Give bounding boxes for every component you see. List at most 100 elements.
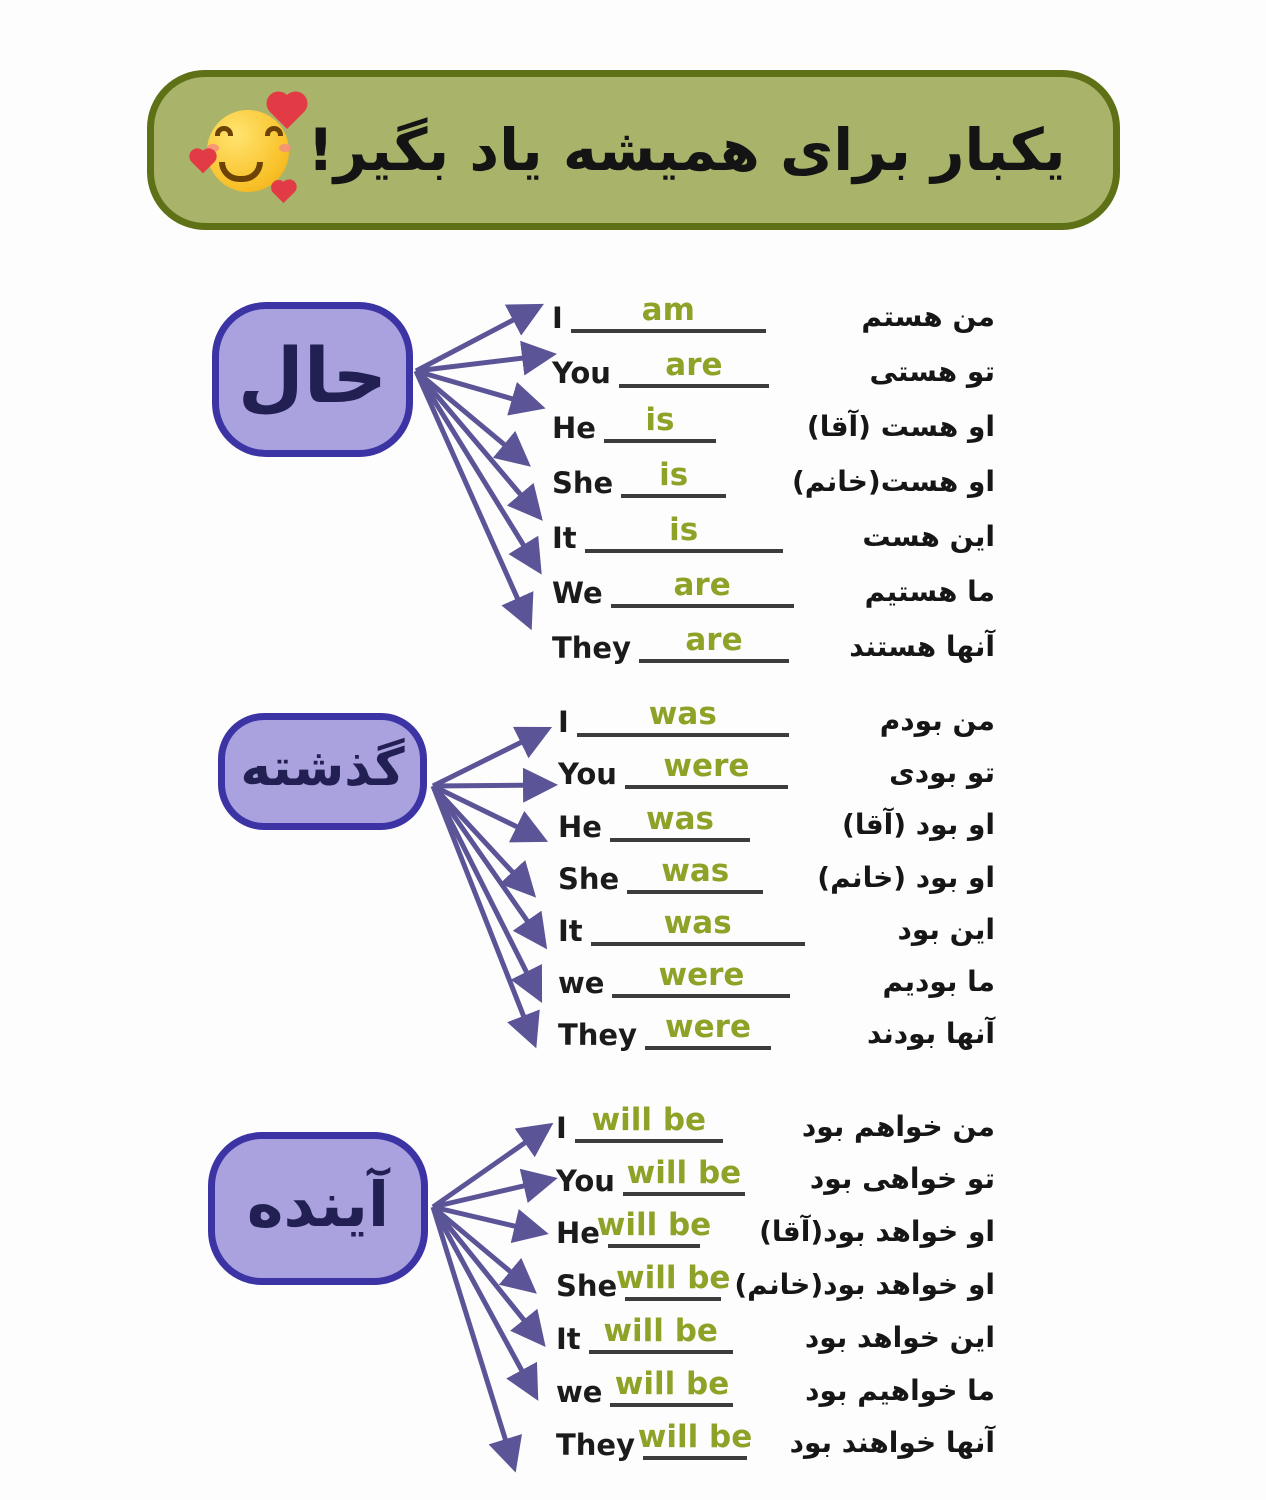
answer-blank: were xyxy=(624,751,788,790)
connector-arrow xyxy=(430,1205,539,1401)
connector-arrow xyxy=(430,784,543,1004)
verb-answer: will be xyxy=(637,1418,753,1455)
conjugation-row: He is او هست (آقا) xyxy=(552,398,995,453)
emoji-eye xyxy=(215,126,234,136)
connector-arrow xyxy=(432,1204,549,1244)
pronoun-label: It xyxy=(552,521,577,555)
persian-translation: این هست xyxy=(862,519,995,553)
conjugation-row: we were ما بودیم xyxy=(558,956,995,1008)
title-banner: یکبار برای همیشه یاد بگیر! xyxy=(147,70,1120,230)
connector-arrow xyxy=(414,369,531,467)
persian-translation: او خواهد بود(آقا) xyxy=(759,1215,995,1249)
answer-blank: were xyxy=(645,1009,771,1051)
verb-answer: will be xyxy=(626,1154,742,1191)
persian-translation: ما خواهیم بود xyxy=(805,1373,995,1407)
persian-translation: او خواهد بود(خانم) xyxy=(734,1268,995,1301)
answer-blank: was xyxy=(576,696,789,738)
persian-translation: تو بودی xyxy=(889,756,995,790)
persian-translation: آنها هستند xyxy=(849,629,995,663)
pronoun-label: You xyxy=(556,1163,615,1198)
connector-arrow xyxy=(413,369,542,575)
pronoun-label: She xyxy=(556,1269,618,1304)
pronoun-label: She xyxy=(552,466,614,500)
tense-box-past: گذشته xyxy=(218,713,427,830)
pronoun-label: we xyxy=(556,1374,603,1409)
verb-answer: was xyxy=(663,904,732,941)
conjugation-row: we will be ما خواهیم بود xyxy=(556,1364,995,1417)
connector-arrow xyxy=(432,1168,558,1210)
connector-arrow xyxy=(413,369,534,631)
persian-translation: من خواهم بود xyxy=(801,1109,995,1143)
answer-blank: will be xyxy=(616,1263,730,1302)
conjugation-row: She was او بود (خانم) xyxy=(558,852,995,904)
answer-blank: are xyxy=(639,625,789,663)
persian-translation: این بود xyxy=(897,912,996,946)
pronoun-label: He xyxy=(558,809,602,844)
answer-blank: is xyxy=(584,515,783,553)
verb-answer: was xyxy=(645,800,714,837)
conjugation-row: It is این هست xyxy=(552,508,995,563)
answer-blank: will be xyxy=(610,1368,734,1407)
verb-answer: are xyxy=(685,622,743,658)
tense-box-present: حال xyxy=(212,302,413,457)
pronoun-label: we xyxy=(558,966,605,1001)
verb-answer: will be xyxy=(596,1207,712,1244)
connector-arrow xyxy=(431,726,553,789)
pronoun-label: You xyxy=(558,757,617,792)
conjugation-row: You are تو هستی xyxy=(552,343,995,398)
persian-translation: آنها خواهند بود xyxy=(789,1426,995,1460)
persian-translation: او بود (آقا) xyxy=(842,808,995,842)
persian-translation: آنها بودند xyxy=(867,1017,995,1051)
emoji-cheek xyxy=(207,144,220,152)
connector-arrow xyxy=(415,368,546,416)
verb-answer: were xyxy=(658,957,745,994)
answer-blank: are xyxy=(618,350,769,388)
connector-arrow xyxy=(414,303,544,374)
verb-answer: was xyxy=(661,852,730,889)
verb-answer: will be xyxy=(615,1260,731,1297)
connector-arrow xyxy=(431,1205,537,1294)
banner-title: یکبار برای همیشه یاد بگیر! xyxy=(307,116,1066,184)
pronoun-label: You xyxy=(552,356,611,390)
answer-blank: are xyxy=(610,570,794,608)
connector-arrow xyxy=(415,340,557,376)
persian-translation: او بود (خانم) xyxy=(817,860,995,894)
connector-arrow xyxy=(431,783,549,843)
connector-arrow xyxy=(431,784,537,898)
tense-label-present: حال xyxy=(237,330,388,420)
pronoun-label: They xyxy=(556,1427,635,1462)
answer-blank: will be xyxy=(574,1104,723,1143)
conjugation-row: You were تو بودی xyxy=(558,747,995,799)
persian-translation: من بودم xyxy=(879,704,995,737)
conjugation-row: It was این بود xyxy=(558,904,995,956)
answer-blank: was xyxy=(609,800,750,842)
pronoun-label: She xyxy=(558,861,620,896)
pronoun-label: It xyxy=(558,913,583,948)
pronoun-label: He xyxy=(556,1216,600,1251)
verb-answer: was xyxy=(648,696,717,733)
tense-label-future: آینده xyxy=(246,1167,390,1241)
verb-answer: will be xyxy=(603,1312,718,1349)
connector-arrow xyxy=(431,1205,546,1348)
persian-translation: تو خواهی بود xyxy=(809,1162,995,1196)
conjugation-row: You will be تو خواهی بود xyxy=(556,1153,995,1206)
pronoun-label: I xyxy=(552,301,563,335)
persian-translation: او هست(خانم) xyxy=(791,464,995,498)
verb-answer: were xyxy=(665,1009,751,1046)
tense-label-past: گذشته xyxy=(240,737,405,798)
answer-blank: was xyxy=(590,904,805,946)
emoji-eye xyxy=(265,126,284,136)
pronoun-label: He xyxy=(552,411,596,445)
pronoun-label: I xyxy=(556,1110,567,1145)
answer-blank: will be xyxy=(638,1421,752,1460)
answer-blank: were xyxy=(612,957,791,999)
conjugation-row: It will be این خواهد بود xyxy=(556,1311,995,1364)
persian-translation: ما هستیم xyxy=(864,574,995,608)
conjugation-row: He will be او خواهد بود(آقا) xyxy=(556,1206,995,1259)
connector-arrow xyxy=(431,1122,554,1210)
